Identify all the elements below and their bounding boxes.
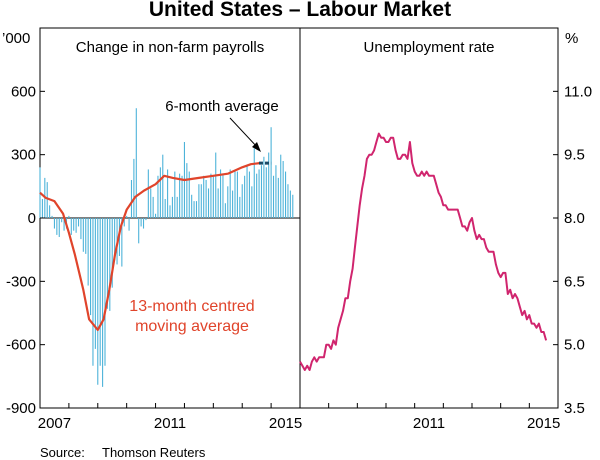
left-y-tick-label: -900: [6, 400, 36, 417]
left-y-tick-label: -600: [6, 337, 36, 354]
unemployment-line: [299, 132, 548, 371]
moving-average-label-line1: 13-month centred: [129, 298, 254, 315]
six-month-arrow-head: [252, 142, 261, 152]
right-x-tick-label: 2015: [527, 415, 560, 432]
right-y-tick-label: 6.5: [564, 273, 585, 290]
left-y-tick-label: 0: [28, 210, 36, 227]
moving-average-line: [39, 162, 260, 331]
unemployment-plot: 11.0 9.5 8.0 6.5 5.0 3.5 2011 2015: [299, 83, 592, 432]
left-y-tick-label: 300: [11, 147, 36, 164]
six-month-average-label: 6-month average: [165, 98, 278, 115]
right-y-tick-label: 8.0: [564, 210, 585, 227]
chart-title: United States – Labour Market: [149, 0, 451, 21]
moving-average-label-line2: moving average: [135, 318, 249, 335]
left-x-tick-label: 2007: [38, 415, 71, 432]
right-x-tick-label: 2011: [413, 415, 445, 432]
source-label: Source:: [40, 445, 85, 460]
right-y-tick-label: 9.5: [564, 147, 585, 164]
left-x-tick-label: 2015: [269, 415, 302, 432]
left-y-tick-label: 600: [11, 83, 36, 100]
right-y-tick-label: 5.0: [564, 337, 585, 354]
right-y-tick-label: 3.5: [564, 400, 585, 417]
left-x-tick-label: 2011: [154, 415, 186, 432]
left-unit-label: ’000: [2, 30, 30, 47]
source-value: Thomson Reuters: [102, 445, 206, 460]
right-y-tick-label: 11.0: [564, 83, 592, 100]
right-unit-label: %: [565, 30, 578, 47]
six-month-arrow-shaft: [229, 117, 259, 149]
right-panel-title: Unemployment rate: [364, 39, 495, 56]
left-y-tick-label: -300: [6, 273, 36, 290]
right-panel-frame: [299, 27, 559, 409]
left-panel-title: Change in non-farm payrolls: [76, 39, 264, 56]
